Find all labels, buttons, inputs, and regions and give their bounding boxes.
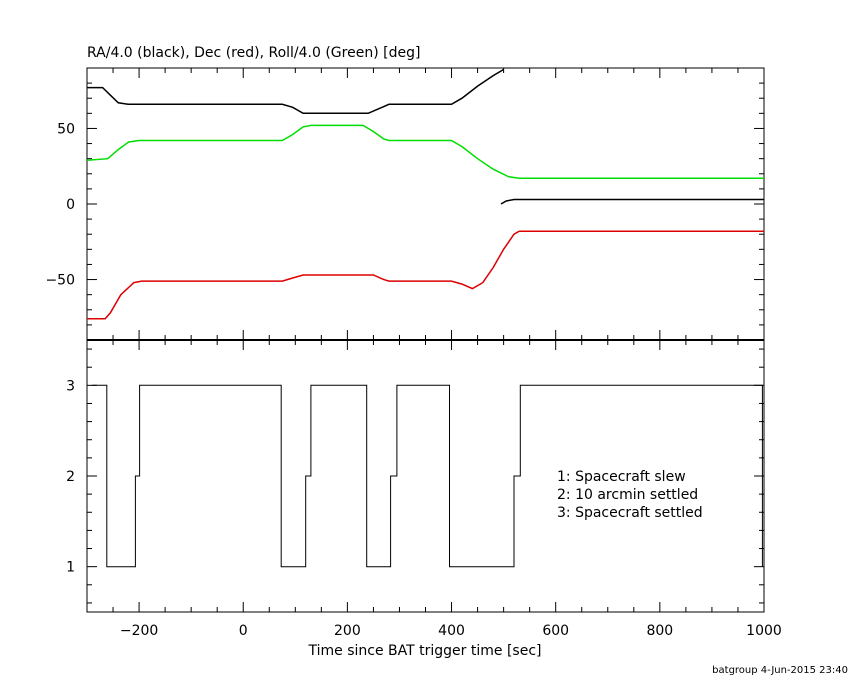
bottom-y-ticks: 1 2 3 (66, 348, 764, 604)
settle-status-line (92, 384, 763, 568)
x-axis-label: Time since BAT trigger time [sec] (308, 643, 542, 659)
footer-credit: batgroup 4-Jun-2015 23:40 (712, 665, 848, 676)
top-panel-frame (86, 67, 765, 341)
legend-item-3: 3: Spacecraft settled (557, 505, 703, 521)
x-tick-label: 200 (334, 623, 361, 639)
legend: 1: Spacecraft slew 2: 10 arcmin settled … (557, 469, 703, 521)
top-series-line-2 (86, 124, 764, 180)
x-tick-label: 0 (239, 623, 248, 639)
top-series-line-0 (87, 68, 504, 115)
top-y-tick-label: 0 (66, 197, 75, 213)
top-series-line-1 (500, 198, 764, 205)
bottom-panel: 1 2 3 1: Spacecraft slew 2: 10 arcmin sett… (66, 339, 765, 613)
x-tick-label: 600 (542, 623, 569, 639)
x-tick-label: 400 (438, 623, 465, 639)
top-y-tick-label: −50 (45, 273, 75, 289)
bottom-y-tick-label: 2 (66, 469, 75, 485)
bottom-series-group (92, 384, 763, 568)
top-series-group (86, 68, 764, 320)
x-ticks: −200 0 200 400 600 800 1000 (86, 68, 782, 639)
top-y-ticks: −50 0 50 (45, 82, 764, 326)
x-tick-label: −200 (120, 623, 158, 639)
x-tick-label: 800 (646, 623, 673, 639)
legend-item-2: 2: 10 arcmin settled (557, 487, 698, 503)
top-y-tick-label: 50 (57, 121, 75, 137)
bottom-y-tick-label: 1 (66, 560, 75, 576)
bottom-y-tick-label: 3 (66, 378, 75, 394)
legend-item-1: 1: Spacecraft slew (557, 469, 686, 485)
top-panel: −50 0 50 (45, 67, 765, 341)
top-series-line-3 (87, 230, 764, 320)
x-tick-label: 1000 (746, 623, 782, 639)
top-chart-title: RA/4.0 (black), Dec (red), Roll/4.0 (Gre… (87, 45, 420, 61)
